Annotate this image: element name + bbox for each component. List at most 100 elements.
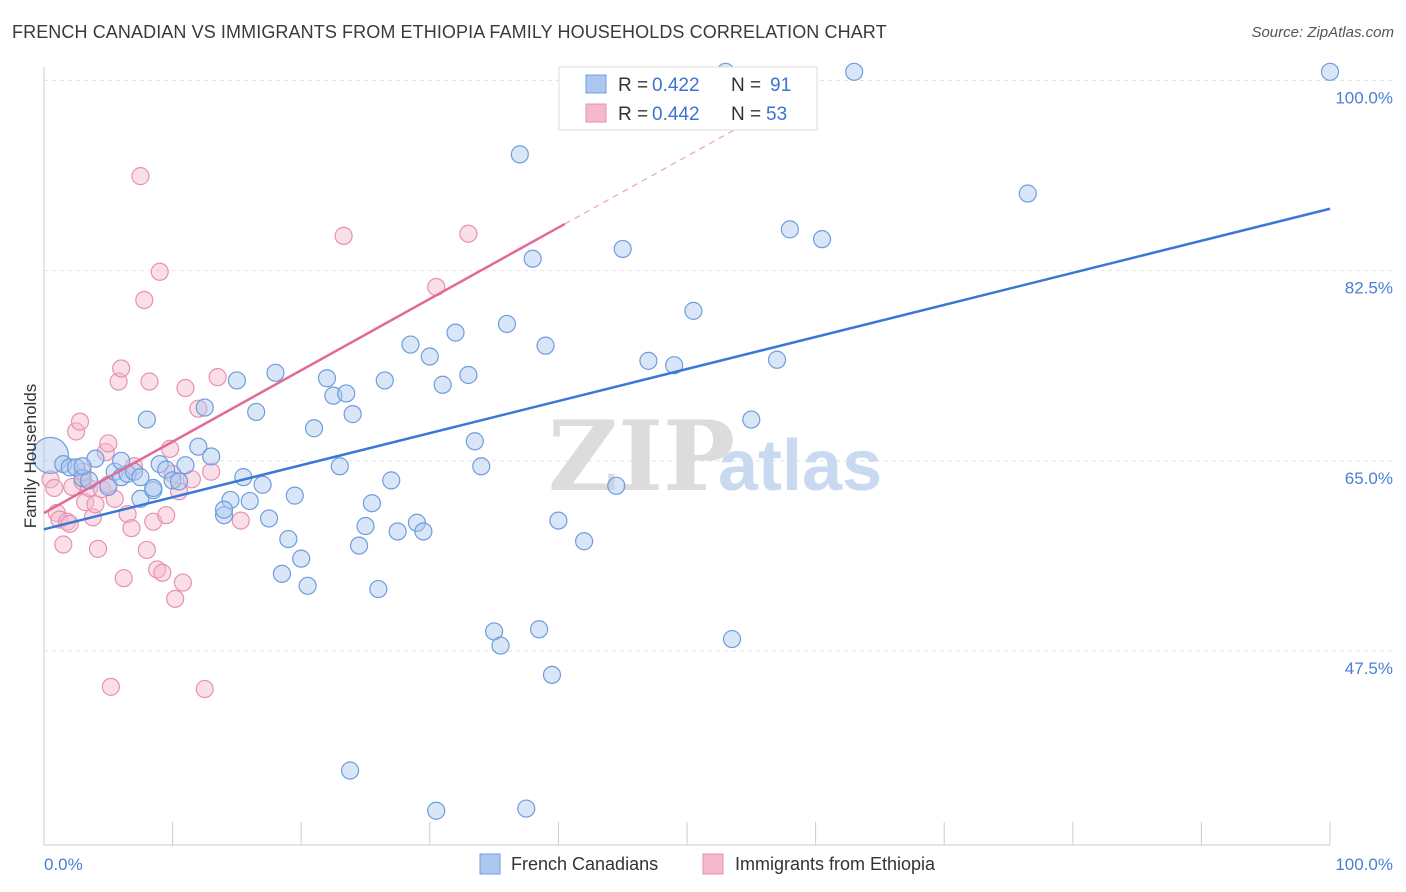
ethiopia-point-15 xyxy=(88,539,108,558)
french-canadian-point-0 xyxy=(31,436,70,474)
ethiopia-point-19 xyxy=(101,677,120,696)
french-canadian-point-25 xyxy=(227,371,246,390)
french-canadian-point-73 xyxy=(639,351,658,370)
bottom-legend-swatch-blue xyxy=(479,853,501,875)
french-canadian-point-78 xyxy=(742,410,761,429)
french-canadian-point-77 xyxy=(722,629,742,649)
french-canadian-point-53 xyxy=(420,347,439,366)
ethiopia-point-35 xyxy=(157,506,176,525)
french-canadian-point-18 xyxy=(169,472,189,491)
french-canadian-point-55 xyxy=(433,375,452,394)
french-canadian-point-59 xyxy=(472,457,491,476)
french-canadian-point-56 xyxy=(446,323,465,342)
french-canadian-point-75 xyxy=(684,301,703,320)
french-canadian-point-13 xyxy=(137,410,156,429)
french-canadian-point-37 xyxy=(304,419,324,438)
french-canadian-point-63 xyxy=(510,145,529,164)
ethiopia-point-29 xyxy=(137,540,156,560)
y-tick-label-1: 82.5% xyxy=(1345,279,1393,298)
french-canadian-point-80 xyxy=(780,220,799,239)
ethiopia-point-50 xyxy=(459,224,478,243)
ethiopia-point-8 xyxy=(67,422,86,441)
french-canadian-point-47 xyxy=(375,371,394,390)
french-canadian-point-89 xyxy=(214,500,234,519)
french-canadian-point-61 xyxy=(491,636,510,655)
french-canadian-point-66 xyxy=(530,620,549,639)
legend-r-label-1: R = xyxy=(618,75,648,96)
watermark-zip: ZIP xyxy=(548,400,735,513)
x-axis-tick-labels: 0.0% 100.0% xyxy=(44,855,1393,874)
trend-lines xyxy=(43,84,1331,531)
legend-swatch-pink xyxy=(585,103,607,123)
french-canadian-trend-line xyxy=(43,207,1331,531)
source-credit: Source: ZipAtlas.com xyxy=(1251,24,1394,41)
french-canadian-point-20 xyxy=(189,437,208,456)
french-canadian-point-36 xyxy=(298,576,317,595)
ethiopia-point-48 xyxy=(334,226,353,245)
french-canadian-point-85 xyxy=(340,761,360,780)
french-canadian-point-54 xyxy=(427,801,446,820)
french-canadian-point-31 xyxy=(266,363,285,382)
french-canadian-point-70 xyxy=(575,532,594,551)
ethiopia-point-47 xyxy=(231,511,250,530)
french-canadian-point-28 xyxy=(247,402,266,422)
french-canadian-point-38 xyxy=(317,369,337,388)
grid-lines xyxy=(44,80,1392,652)
french-canadian-point-45 xyxy=(362,494,382,513)
french-canadian-point-87 xyxy=(144,478,163,498)
legend-n-label-1: N = xyxy=(731,75,761,96)
ethiopia-point-9 xyxy=(70,412,90,431)
french-canadian-point-33 xyxy=(279,529,298,549)
ethiopia-point-4 xyxy=(54,535,73,554)
legend-swatch-blue xyxy=(585,74,607,94)
french-canadian-point-35 xyxy=(292,549,311,568)
legend-n-value-2: 53 xyxy=(766,104,787,125)
ethiopia-point-46 xyxy=(208,368,227,387)
watermark-atlas: atlas xyxy=(718,426,882,506)
y-tick-label-3: 47.5% xyxy=(1345,659,1393,678)
ethiopia-point-14 xyxy=(86,495,105,514)
ethiopia-point-0 xyxy=(41,470,60,489)
ethiopia-point-33 xyxy=(150,262,169,281)
french-canadian-point-58 xyxy=(465,432,484,451)
y-axis-tick-labels: 100.0% 82.5% 65.0% 47.5% xyxy=(1335,89,1393,679)
y-tick-label-2: 65.0% xyxy=(1345,469,1393,488)
legend-n-label-2: N = xyxy=(731,104,761,125)
french-canadian-point-86 xyxy=(131,468,150,487)
french-canadian-point-74 xyxy=(665,356,684,375)
french-canadian-point-62 xyxy=(497,314,517,334)
french-canadian-point-71 xyxy=(607,476,626,495)
ethiopia-point-23 xyxy=(114,569,133,588)
french-canadian-point-27 xyxy=(240,491,259,511)
bottom-legend: French Canadians Immigrants from Ethiopi… xyxy=(479,853,936,875)
french-canadian-point-49 xyxy=(388,522,407,541)
french-canadian-point-48 xyxy=(382,471,401,490)
x-tick-label-1: 100.0% xyxy=(1335,855,1393,874)
french-canadian-point-84 xyxy=(1320,62,1340,81)
french-canadian-point-16 xyxy=(157,460,176,479)
french-canadian-point-83 xyxy=(1018,184,1037,203)
series-ethiopia-points xyxy=(41,167,478,699)
french-canadian-point-72 xyxy=(613,239,632,259)
chart-title: FRENCH CANADIAN VS IMMIGRANTS FROM ETHIO… xyxy=(12,22,887,42)
french-canadian-point-3 xyxy=(67,458,86,477)
french-canadian-point-2 xyxy=(60,458,79,477)
french-canadian-point-19 xyxy=(176,456,195,475)
french-canadian-point-29 xyxy=(253,475,272,494)
french-canadian-point-81 xyxy=(812,230,832,249)
french-canadian-point-82 xyxy=(845,62,864,81)
french-canadian-point-69 xyxy=(549,511,568,530)
ethiopia-trend-extension xyxy=(564,84,816,225)
french-canadian-point-67 xyxy=(536,336,555,355)
y-axis-label: Family Households xyxy=(21,384,40,529)
ethiopia-point-28 xyxy=(135,290,154,310)
series-french-canadian-points xyxy=(31,62,1340,820)
french-canadian-point-41 xyxy=(337,384,356,403)
legend-r-value-2: 0.442 xyxy=(652,104,700,125)
ethiopia-point-41 xyxy=(176,378,195,398)
french-canadian-point-88 xyxy=(73,457,92,476)
french-canadian-point-79 xyxy=(767,350,787,369)
bottom-legend-label-1: French Canadians xyxy=(511,854,658,874)
ethiopia-point-1 xyxy=(45,478,64,498)
